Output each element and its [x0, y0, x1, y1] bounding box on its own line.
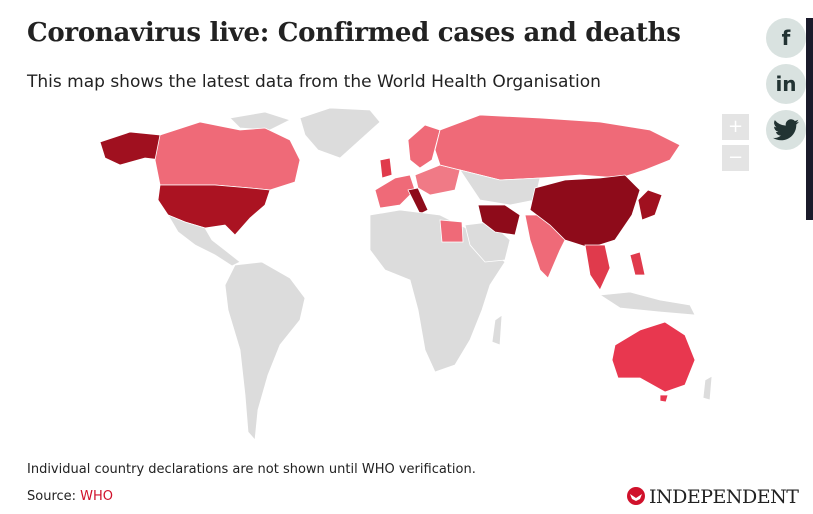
madagascar — [491, 314, 503, 346]
indonesia — [598, 291, 696, 316]
korea-japan — [637, 189, 663, 221]
china — [529, 174, 641, 249]
source-link[interactable]: WHO — [80, 489, 114, 504]
subtitle: This map shows the latest data from the … — [27, 72, 601, 92]
russia — [434, 114, 681, 181]
side-panel — [806, 18, 813, 220]
new-zealand — [702, 375, 713, 401]
world-map — [99, 107, 713, 441]
twitter-icon — [773, 119, 799, 141]
source-label: Source: — [27, 489, 77, 504]
greenland — [299, 107, 381, 159]
canada — [154, 121, 301, 191]
zoom-out[interactable]: − — [722, 145, 749, 171]
footnote: Individual country declarations are not … — [27, 462, 476, 477]
alaska — [99, 131, 163, 166]
linkedin-share[interactable]: in — [766, 64, 806, 104]
scandinavia — [407, 124, 441, 169]
egypt — [439, 219, 464, 243]
publisher-logo: INDEPENDENT — [626, 486, 799, 508]
iran — [477, 204, 521, 236]
source: Source: WHO — [27, 489, 113, 504]
mexico — [167, 214, 241, 267]
europe-east — [414, 164, 461, 196]
logo-text: INDEPENDENT — [649, 486, 799, 508]
arctic-islands — [229, 111, 292, 131]
philippines — [629, 251, 646, 276]
uk — [379, 157, 393, 179]
facebook-share[interactable]: f — [766, 18, 806, 58]
usa — [157, 184, 271, 236]
zoom-in[interactable]: + — [722, 114, 749, 140]
australia — [611, 321, 696, 393]
logo-eagle — [627, 487, 645, 505]
southeast-asia — [584, 244, 611, 291]
south-america — [224, 261, 306, 441]
title: Coronavirus live: Confirmed cases and de… — [27, 18, 681, 48]
tasmania — [659, 394, 669, 403]
twitter-share[interactable] — [766, 110, 806, 150]
italy — [407, 187, 429, 215]
